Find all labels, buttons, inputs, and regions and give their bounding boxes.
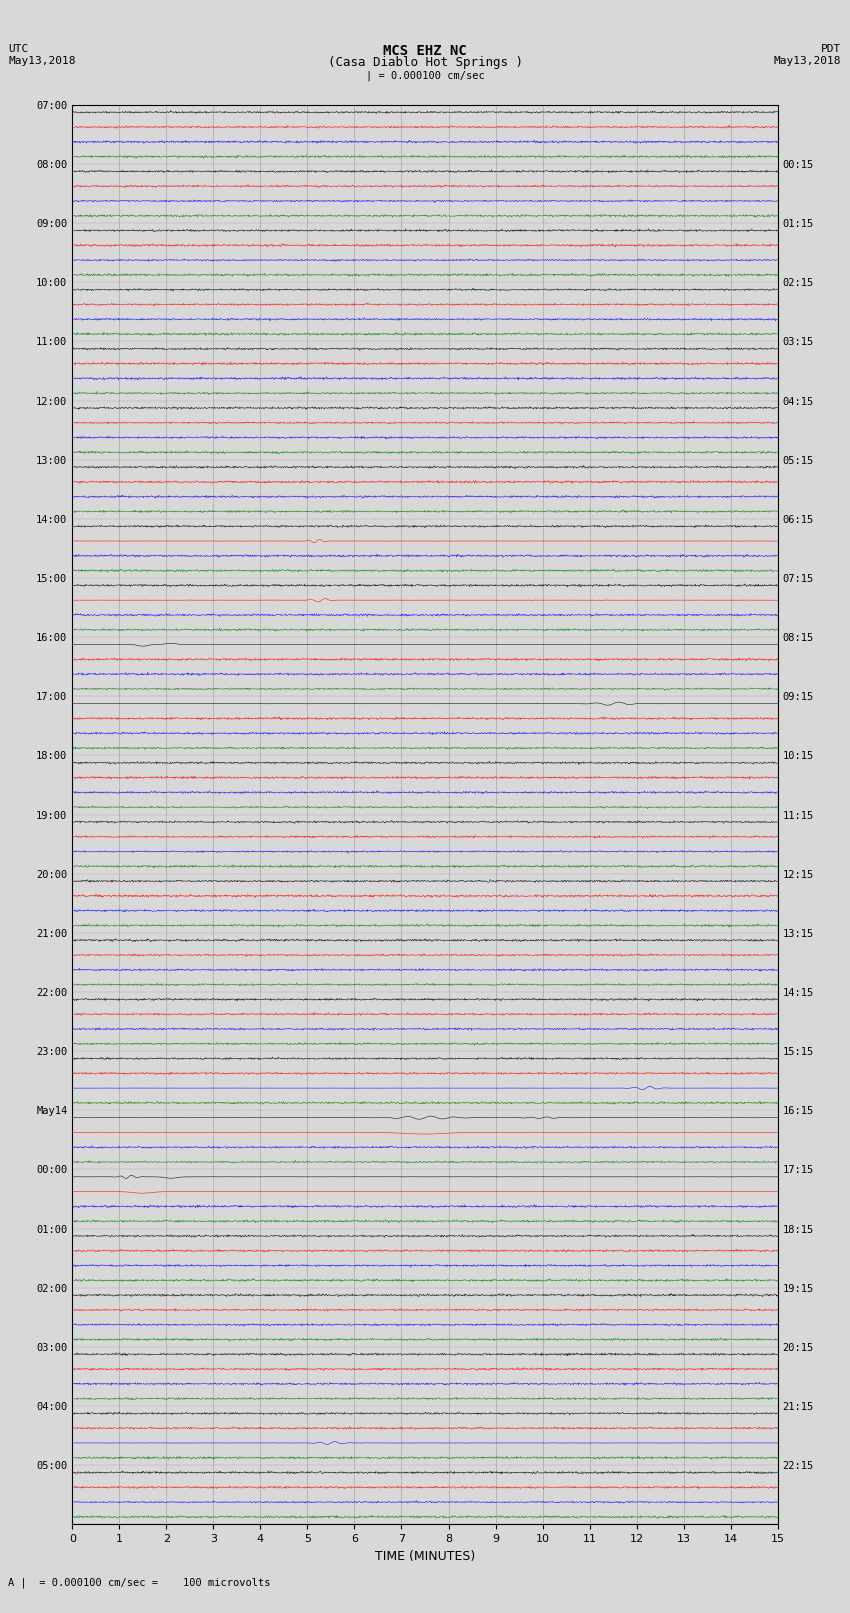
Text: May13,2018: May13,2018 xyxy=(8,56,76,66)
Text: MCS EHZ NC: MCS EHZ NC xyxy=(383,44,467,58)
Text: May13,2018: May13,2018 xyxy=(774,56,842,66)
Text: UTC: UTC xyxy=(8,44,29,53)
Text: | = 0.000100 cm/sec: | = 0.000100 cm/sec xyxy=(366,71,484,82)
Text: (Casa Diablo Hot Springs ): (Casa Diablo Hot Springs ) xyxy=(327,56,523,69)
X-axis label: TIME (MINUTES): TIME (MINUTES) xyxy=(375,1550,475,1563)
Text: A |  = 0.000100 cm/sec =    100 microvolts: A | = 0.000100 cm/sec = 100 microvolts xyxy=(8,1578,271,1589)
Text: PDT: PDT xyxy=(821,44,842,53)
